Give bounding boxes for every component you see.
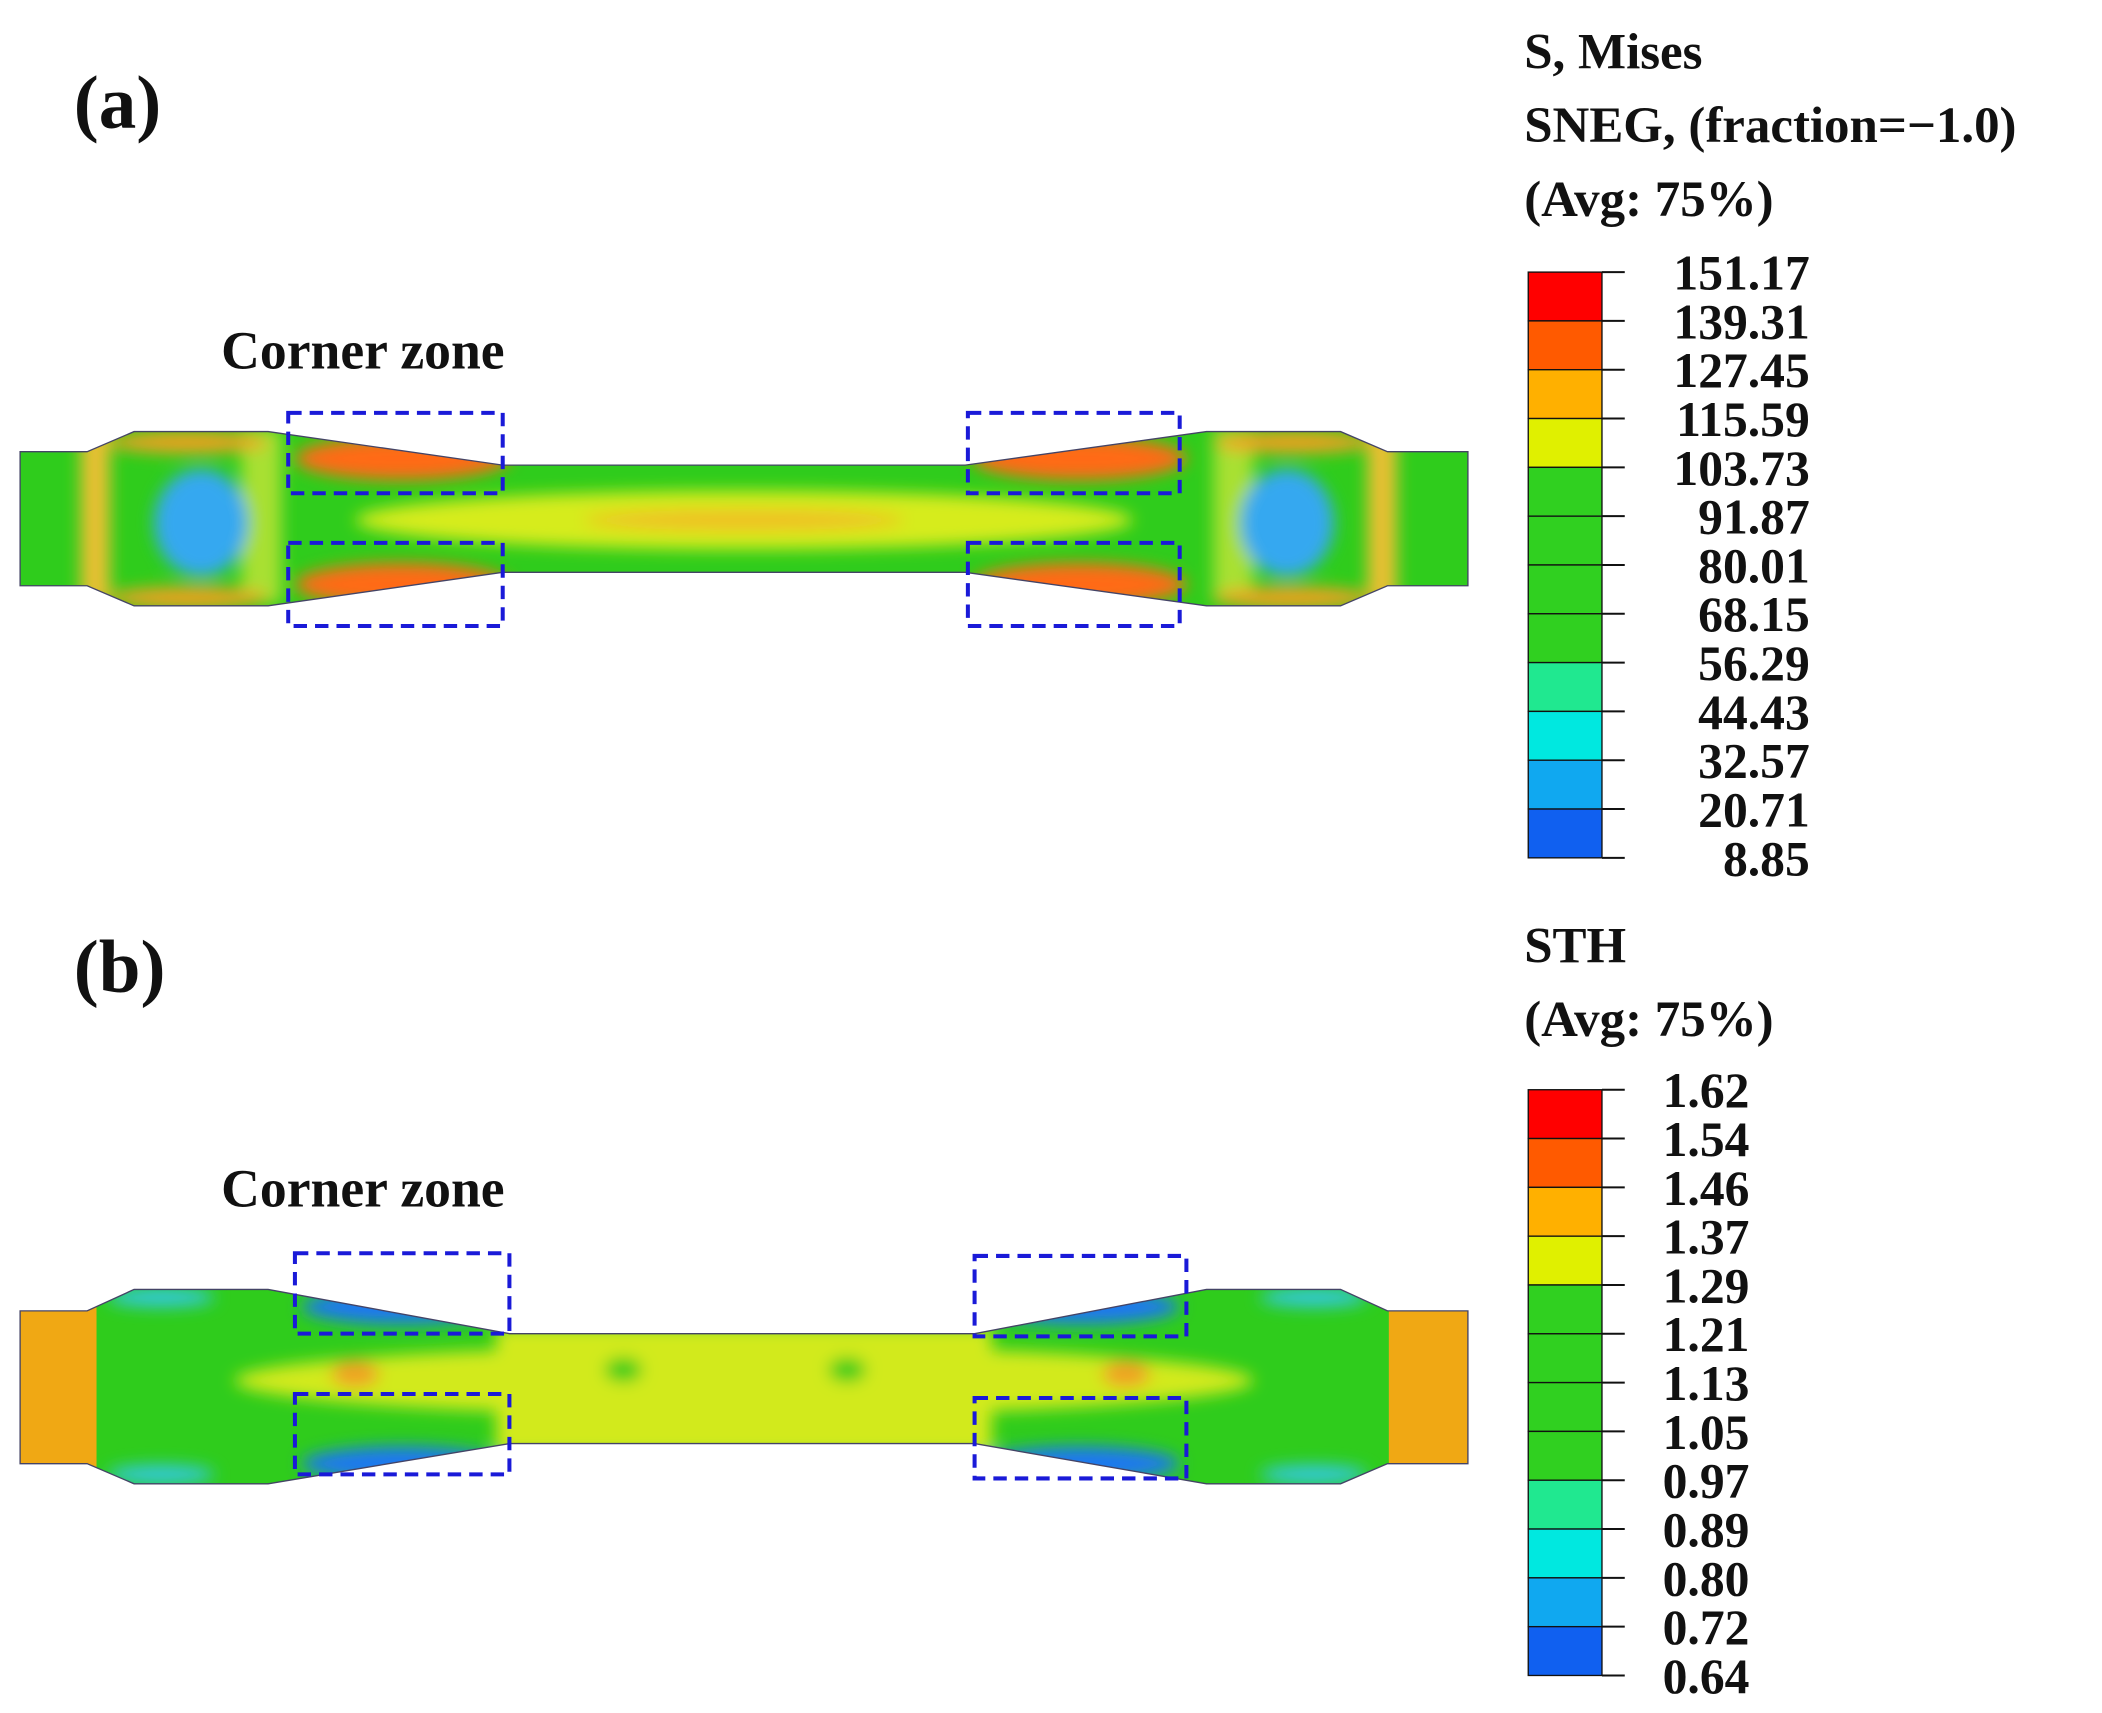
legend-label: 0.80 bbox=[1663, 1551, 1750, 1606]
legend-band bbox=[1527, 1381, 1603, 1433]
legend-band bbox=[1527, 1430, 1603, 1481]
contour bbox=[20, 1289, 1468, 1484]
legend-band bbox=[1527, 661, 1603, 713]
legend-label: 56.29 bbox=[1698, 636, 1810, 691]
specimen bbox=[19, 1288, 1469, 1485]
legend-label: 1.29 bbox=[1663, 1258, 1750, 1313]
legend-title: SNEG, (fraction=−1.0) bbox=[1524, 98, 2016, 154]
legend-label: 1.21 bbox=[1663, 1307, 1750, 1362]
legend-band bbox=[1527, 1137, 1603, 1189]
legend-band bbox=[1527, 1235, 1603, 1286]
legend-band bbox=[1527, 369, 1603, 420]
legend-title: (Avg: 75%) bbox=[1524, 172, 1773, 228]
legend-title: (Avg: 75%) bbox=[1524, 992, 1773, 1048]
legend-band bbox=[1527, 417, 1603, 469]
legend-label: 0.89 bbox=[1663, 1502, 1750, 1557]
legend-band bbox=[1527, 271, 1603, 322]
corner-box bbox=[286, 540, 505, 628]
corner-box bbox=[965, 540, 1182, 628]
legend-label: 1.62 bbox=[1663, 1063, 1750, 1118]
annotation: Corner zone bbox=[221, 1158, 504, 1218]
legend-label: 32.57 bbox=[1698, 734, 1810, 789]
corner-box bbox=[965, 410, 1182, 496]
legend-band bbox=[1527, 1528, 1603, 1579]
legend-band bbox=[1527, 1284, 1603, 1335]
legend-label: 1.37 bbox=[1663, 1210, 1750, 1265]
legend-band bbox=[1527, 808, 1603, 859]
corner-box bbox=[972, 1253, 1189, 1339]
legend-band bbox=[1527, 1625, 1603, 1677]
legend-band bbox=[1527, 564, 1603, 615]
specimen bbox=[19, 430, 1469, 607]
legend-band bbox=[1527, 1333, 1603, 1384]
legend-title: STH bbox=[1524, 918, 1626, 974]
legend-label: 0.72 bbox=[1663, 1600, 1750, 1655]
legend-label: 44.43 bbox=[1698, 685, 1810, 740]
legend-band bbox=[1527, 1186, 1603, 1237]
legend-label: 91.87 bbox=[1698, 490, 1810, 545]
legend-title: S, Mises bbox=[1524, 24, 1702, 80]
legend-label: 0.97 bbox=[1663, 1454, 1750, 1509]
annotation: Corner zone bbox=[221, 321, 504, 381]
corner-box bbox=[286, 410, 505, 496]
contour bbox=[20, 431, 1468, 606]
legend-label: 115.59 bbox=[1676, 392, 1810, 447]
legend-label: 139.31 bbox=[1673, 294, 1809, 349]
corner-box bbox=[292, 1251, 512, 1336]
legend-band bbox=[1527, 1577, 1603, 1628]
legend-band bbox=[1527, 1089, 1603, 1140]
legend-band bbox=[1527, 710, 1603, 761]
panel-label: (b) bbox=[74, 926, 166, 1009]
legend-label: 20.71 bbox=[1698, 782, 1810, 837]
legend-band bbox=[1527, 320, 1603, 371]
legend-label: 151.17 bbox=[1673, 246, 1809, 301]
legend-label: 127.45 bbox=[1673, 343, 1809, 398]
corner-box bbox=[972, 1396, 1189, 1481]
legend-band bbox=[1527, 1479, 1603, 1530]
legend-label: 8.85 bbox=[1723, 831, 1810, 886]
corner-box bbox=[292, 1391, 512, 1477]
legend-label: 80.01 bbox=[1698, 538, 1810, 593]
panel-label: (a) bbox=[74, 61, 162, 144]
legend-band bbox=[1527, 466, 1603, 517]
legend-band bbox=[1527, 515, 1603, 566]
legend-band bbox=[1527, 759, 1603, 810]
legend-label: 68.15 bbox=[1698, 587, 1810, 642]
legend-label: 0.64 bbox=[1663, 1649, 1750, 1704]
legend-label: 1.13 bbox=[1663, 1356, 1750, 1411]
legend-label: 1.46 bbox=[1663, 1161, 1750, 1216]
legend-label: 1.54 bbox=[1663, 1112, 1750, 1167]
legend-label: 103.73 bbox=[1673, 441, 1809, 496]
legend-label: 1.05 bbox=[1663, 1405, 1750, 1460]
legend-band bbox=[1527, 613, 1603, 664]
